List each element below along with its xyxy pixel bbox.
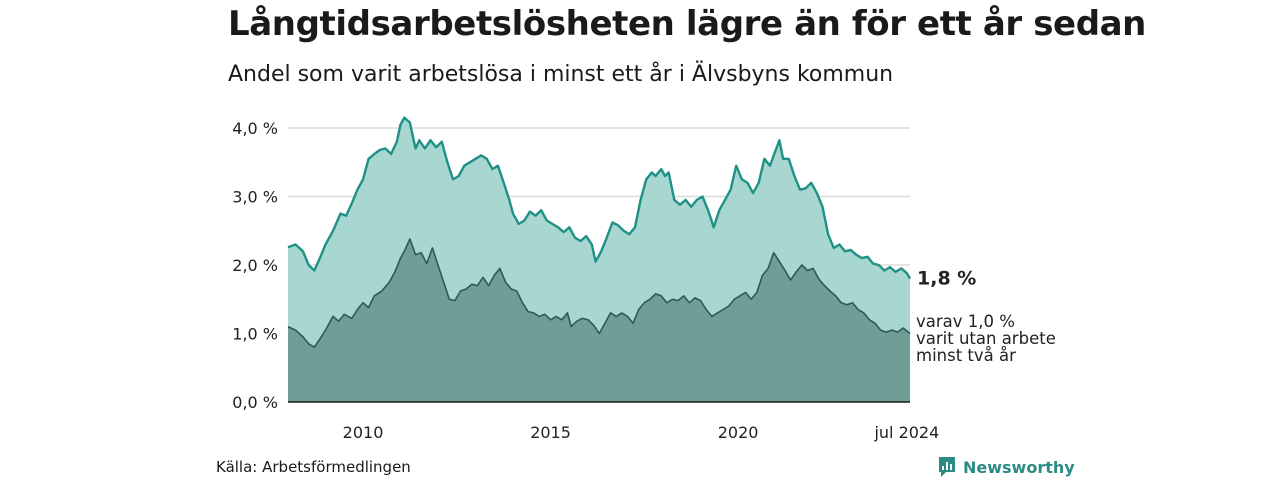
brand-name: Newsworthy xyxy=(963,457,1075,477)
line-minst-tva-ar xyxy=(287,238,911,348)
y-tick-label: 3,0 % xyxy=(232,188,278,207)
x-axis-ticks: 2010 2015 2020 jul 2024 xyxy=(343,423,940,442)
end-label-minst-tva-ar-line-2: varit utan arbete xyxy=(916,329,1056,348)
chart-subtitle: Andel som varit arbetslösa i minst ett å… xyxy=(228,62,894,87)
newsworthy-logo[interactable]: Newsworthy xyxy=(937,456,1075,478)
y-tick-label: 4,0 % xyxy=(232,119,278,138)
x-tick-label: jul 2024 xyxy=(873,423,939,442)
end-label-minst-tva-ar-line-3: minst två år xyxy=(916,346,1016,365)
chart-title: Långtidsarbetslösheten lägre än för ett … xyxy=(228,4,1146,44)
end-label-minst-tva-ar: varav 1,0 % xyxy=(916,312,1015,331)
end-label-minst-ett-ar: 1,8 % xyxy=(917,268,976,290)
source-note: Källa: Arbetsförmedlingen xyxy=(216,458,411,476)
x-tick-label: 2015 xyxy=(530,423,571,442)
y-tick-label: 0,0 % xyxy=(232,393,278,412)
x-tick-label: 2010 xyxy=(343,423,384,442)
y-tick-label: 2,0 % xyxy=(232,256,278,275)
newsworthy-icon xyxy=(939,457,955,477)
y-tick-label: 1,0 % xyxy=(232,325,278,344)
line-minst-ett-ar xyxy=(287,116,912,280)
y-axis-ticks: 0,0 % 1,0 % 2,0 % 3,0 % 4,0 % xyxy=(232,119,278,412)
x-tick-label: 2020 xyxy=(718,423,759,442)
area-minst-tva-ar xyxy=(288,239,910,402)
